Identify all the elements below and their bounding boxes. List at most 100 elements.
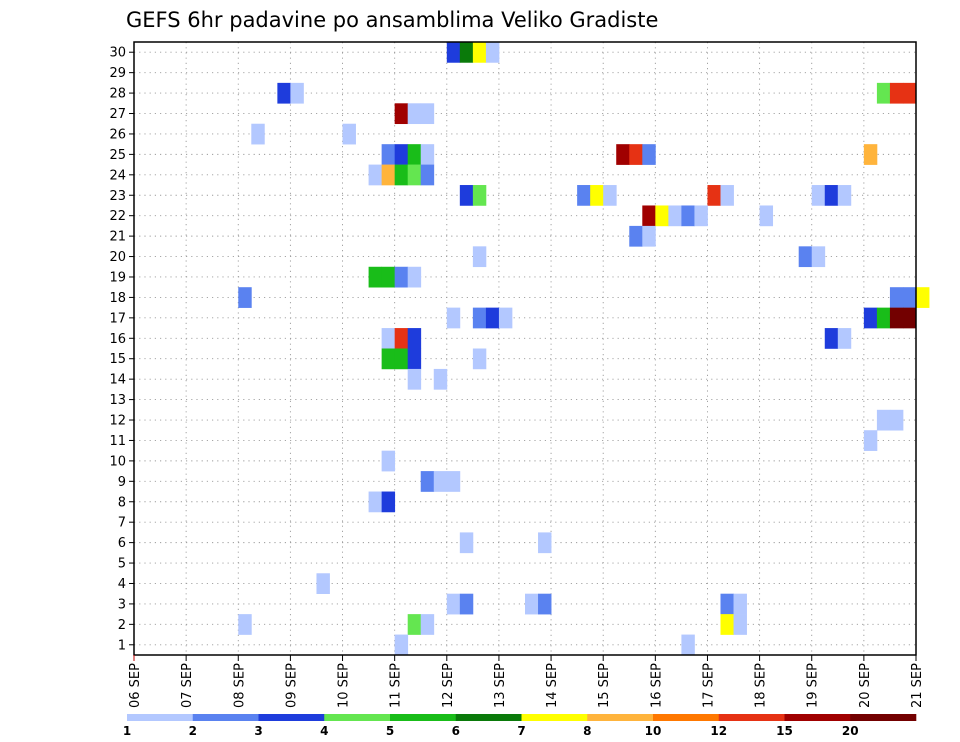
y-tick-label: 29 [109, 66, 126, 81]
heatmap-cell [368, 164, 383, 186]
colorbar-label: 8 [583, 724, 591, 738]
y-tick-label: 3 [118, 597, 126, 612]
heatmap-cell [381, 144, 396, 165]
heatmap-cell [472, 185, 487, 206]
heatmap-cell [720, 593, 734, 615]
y-tick-label: 1 [118, 638, 126, 653]
heatmap-cell [446, 471, 461, 492]
heatmap-cell [629, 144, 643, 165]
heatmap-cell [394, 634, 409, 656]
x-axis-ticks: 06 SEP 07 SEP 08 SEP 09 SEP 10 SEP 11 SEP 12 S… [128, 655, 925, 708]
colorbar-swatch [127, 714, 194, 721]
y-tick-label: 7 [118, 516, 126, 531]
heatmap-cell [642, 225, 656, 247]
x-tick-label: 11 SEP [389, 663, 404, 708]
heatmap-cell [889, 82, 904, 104]
heatmap-cell [485, 42, 500, 63]
colorbar-label: 12 [710, 724, 727, 738]
colorbar-swatch [455, 714, 522, 721]
colorbar-swatch [192, 714, 259, 721]
colorbar-label: 15 [776, 724, 793, 738]
colorbar-label: 3 [254, 724, 262, 738]
heatmap-cell [876, 307, 891, 329]
heatmap-cell [916, 287, 930, 308]
heatmap-cell [407, 368, 422, 390]
y-tick-label: 12 [109, 414, 126, 429]
heatmap-cell [616, 144, 630, 165]
heatmap-cell [902, 82, 917, 104]
y-tick-label: 25 [109, 148, 126, 163]
heatmap-cell [407, 266, 422, 288]
y-tick-label: 10 [109, 454, 126, 469]
heatmap-cell [824, 185, 839, 206]
heatmap-cell [577, 185, 591, 206]
heatmap-cell [485, 307, 500, 329]
heatmap-cell [381, 164, 396, 186]
heatmap-cell [629, 225, 643, 247]
heatmap-cell [889, 287, 904, 308]
x-tick-label: 08 SEP [232, 663, 247, 708]
y-tick-label: 24 [109, 168, 126, 183]
colorbar-label: 2 [189, 724, 197, 738]
heatmap-cell [459, 185, 474, 206]
colorbar-swatch [258, 714, 325, 721]
heatmap-cell [381, 450, 396, 472]
heatmap-cell [381, 491, 396, 513]
y-tick-label: 22 [109, 209, 126, 224]
y-tick-label: 11 [109, 434, 126, 449]
heatmap-cell [863, 430, 878, 451]
colorbar-label: 4 [320, 724, 328, 738]
heatmap-cell [733, 593, 747, 615]
x-tick-label: 19 SEP [806, 663, 821, 708]
colorbar-swatch [324, 714, 391, 721]
heatmap-cell [811, 246, 826, 268]
heatmap-cell [498, 307, 513, 329]
y-tick-label: 5 [118, 557, 126, 572]
y-tick-label: 4 [118, 577, 126, 592]
heatmap-cell [381, 328, 396, 349]
heatmap-cell [420, 471, 435, 492]
y-tick-label: 6 [118, 536, 126, 551]
heatmap-cell [889, 409, 904, 431]
x-tick-label: 18 SEP [754, 663, 769, 708]
heatmap-cell [407, 144, 422, 165]
y-tick-label: 19 [109, 270, 126, 285]
y-tick-label: 14 [109, 373, 126, 388]
heatmap-cell [681, 205, 695, 227]
heatmap-cell [420, 103, 435, 125]
heatmap-cell [863, 307, 878, 329]
heatmap-cell [538, 593, 552, 615]
x-tick-label: 07 SEP [180, 663, 195, 708]
heatmap-cell [420, 614, 435, 635]
x-tick-label: 15 SEP [597, 663, 612, 708]
y-tick-label: 13 [109, 393, 126, 408]
heatmap-cell [876, 82, 891, 104]
y-tick-label: 8 [118, 495, 126, 510]
heatmap-cell [407, 103, 422, 125]
colorbar-label: 1 [123, 724, 131, 738]
colorbar-label: 6 [452, 724, 460, 738]
colorbar-label: 20 [842, 724, 859, 738]
heatmap-cell [420, 164, 435, 186]
x-tick-label: 14 SEP [545, 663, 560, 708]
x-tick-label: 10 SEP [337, 663, 352, 708]
heatmap-cell [655, 205, 669, 227]
x-tick-label: 20 SEP [858, 663, 873, 708]
heatmap-cell [642, 205, 656, 227]
heatmap-cell [446, 593, 461, 615]
heatmap-cell [368, 491, 383, 513]
heatmap-cell [590, 185, 604, 206]
heatmap-cell [694, 205, 708, 227]
colorbar-label: 5 [386, 724, 394, 738]
heatmap-cell [407, 328, 422, 349]
heatmap-cell [642, 144, 656, 165]
heatmap-cell [407, 614, 422, 635]
colorbar-swatch [784, 714, 851, 721]
x-tick-label: 12 SEP [441, 663, 456, 708]
y-tick-label: 18 [109, 291, 126, 306]
colorbar-swatch [718, 714, 785, 721]
heatmap-cell [668, 205, 682, 227]
y-tick-label: 16 [109, 332, 126, 347]
heatmap-cell [407, 348, 422, 370]
